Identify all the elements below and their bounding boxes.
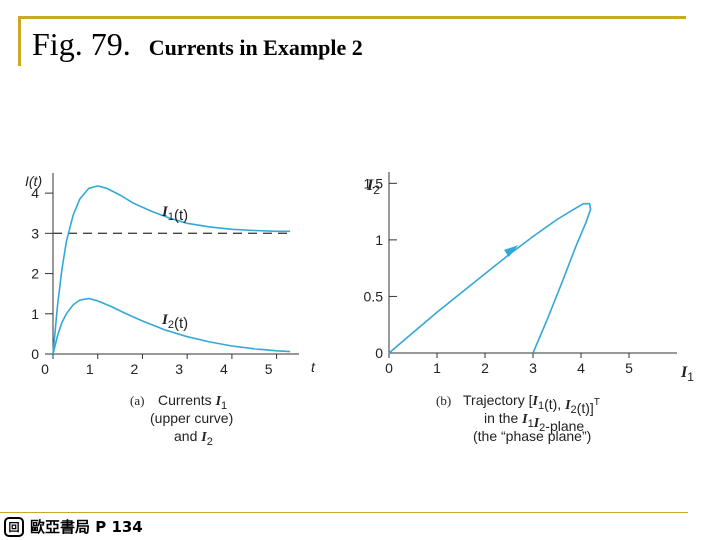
panel-a-caption-line-1: Currents I1: [158, 392, 227, 412]
panel-a-x-tick-label: 4: [220, 361, 228, 377]
panel-a-x-tick-label: 2: [131, 361, 139, 377]
panel-a-y-tick-label: 3: [31, 225, 39, 241]
panel-b-y-tick-label: 0: [375, 345, 383, 361]
publisher-logo-icon: 回: [4, 516, 24, 537]
panel-b-caption-letter: (b): [436, 393, 451, 408]
panel-b-x-tick-label: 3: [529, 360, 537, 376]
panel-b-caption-line-1: Trajectory [I1(t), I2(t)]T: [463, 392, 600, 416]
panel-b-caption-line-2: in the I1I2-plane: [484, 410, 584, 434]
panel-b-direction-arrow-icon: [504, 245, 519, 258]
slide-title: Fig. 79. Currents in Example 2: [32, 26, 363, 63]
panel-b-y-tick-label: 1.5: [364, 175, 384, 191]
panel-b-x-label: I1: [680, 364, 694, 384]
panel-a-y-tick-label: 2: [31, 266, 39, 282]
panel-b-x-tick-label: 2: [481, 360, 489, 376]
panel-a-y-tick-label: 0: [31, 346, 39, 362]
panel-b-x-tick-label: 1: [433, 360, 441, 376]
panel-a-y-tick-label: 4: [31, 185, 39, 201]
panel-a-y-tick-label: 1: [31, 306, 39, 322]
figure-label: Fig. 79.: [32, 26, 131, 62]
panel-a-series-2-line: [52, 297, 291, 355]
panel-b-caption-line-3: (the “phase plane”): [473, 428, 591, 444]
panel-a-x-label: t: [311, 359, 316, 375]
panel-a-x-tick-label: 5: [265, 361, 273, 377]
figure-title: Currents in Example 2: [148, 35, 363, 60]
panel-a-caption-letter: (a): [130, 393, 144, 408]
panel-b-y-tick-label: 1: [375, 232, 383, 248]
panel-a-caption-line-3: and I2: [174, 428, 213, 448]
panel-a-series-2-label: I2(t): [161, 312, 188, 332]
panel-b-x-tick-label: 0: [385, 360, 393, 376]
panel-a-x-tick-label: 3: [175, 361, 183, 377]
panel-b-trajectory-line: [388, 202, 592, 354]
panel-a-y-label: I(t): [25, 173, 42, 189]
panel-a-series-1-line: [52, 185, 291, 355]
panel-b-y-label: I2: [366, 177, 380, 197]
panel-b-y-tick-label: 0.5: [364, 288, 384, 304]
panel-a-series-1-label: I1(t): [161, 204, 188, 224]
panel-a-caption-line-2: (upper curve): [150, 410, 233, 426]
panel-a-x-tick-label: 0: [41, 361, 49, 377]
title-frame-left: [18, 16, 21, 66]
panel-b-x-tick-label: 5: [625, 360, 633, 376]
title-frame-top: [18, 16, 686, 19]
footer-rule: [0, 512, 688, 513]
panel-a-x-tick-label: 1: [86, 361, 94, 377]
panel-b-x-tick-label: 4: [577, 360, 585, 376]
footer: 回 歐亞書局 P 134: [4, 516, 143, 537]
footer-text: 歐亞書局 P 134: [30, 518, 143, 536]
